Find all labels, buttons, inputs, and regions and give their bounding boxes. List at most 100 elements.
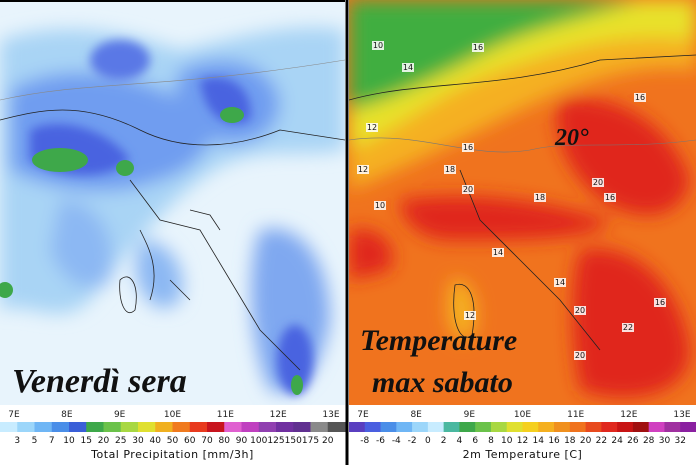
map-label: 16 [605,193,615,202]
scale-label: 80 [219,436,231,446]
label-box [554,278,566,287]
color-swatch [172,422,191,432]
longitude-label: 10E [514,410,531,420]
color-swatch [680,422,696,432]
scale-label: 3 [14,436,20,446]
scale-label: 15 [81,436,92,446]
longitude-strip [349,405,696,421]
color-swatch [138,422,156,432]
color-swatch [349,422,366,432]
scale-label: 20 [98,436,110,446]
color-swatch [17,422,35,432]
color-swatch [601,422,618,432]
label-box [492,248,504,257]
map-label: 14 [403,63,413,72]
map-label: 10 [375,201,385,210]
scale-label: 125 [267,436,284,446]
scale-label: -6 [376,436,385,446]
longitude-label: 9E [114,410,126,420]
scale-label: 2 [441,436,447,446]
longitude-label: 12E [270,410,287,420]
scale-label: -8 [360,436,369,446]
scale-label: 150 [285,436,302,446]
map-label: 18 [445,165,455,174]
color-swatch [189,422,208,432]
map-label: 14 [555,278,565,287]
color-swatch [490,422,508,432]
color-swatch [427,422,445,432]
scale-label: 60 [184,436,196,446]
label-box [462,143,474,152]
color-swatch [258,422,277,432]
color-swatch [380,422,397,432]
longitude-label: 10E [164,410,181,420]
label-box [374,201,386,210]
color-swatch [475,422,492,432]
longitude-label: 13E [673,410,690,420]
color-swatch [364,422,382,432]
color-swatch [34,422,53,432]
longitude-label: 7E [357,410,369,420]
label-box [372,41,384,50]
scale-label: 25 [115,436,126,446]
label-box [634,93,646,102]
label-box [444,165,456,174]
scale-label: 90 [236,436,248,446]
scale-label: 20 [580,436,592,446]
scale-label: 30 [659,436,671,446]
color-swatch [412,422,429,432]
scale-label: 5 [32,436,38,446]
longitude-label: 8E [61,410,73,420]
color-swatch [522,422,539,432]
color-swatch [120,422,139,432]
scale-label: 4 [457,436,463,446]
highlight-temperature: 20° [554,125,589,151]
color-swatch [293,422,311,432]
map-label: 12 [358,165,368,174]
scale-label: 28 [643,436,655,446]
label-box [472,43,484,52]
label-box [604,193,616,202]
color-swatch [69,422,87,432]
scale-label: -4 [392,436,401,446]
scale-label: 50 [167,436,179,446]
color-swatch [617,422,634,432]
color-swatch [224,422,242,432]
label-box [654,298,666,307]
label-box [592,178,604,187]
map-label: 16 [655,298,665,307]
color-swatch [396,422,413,432]
map-label: 20 [593,178,603,187]
map-label: 12 [367,123,377,132]
longitude-label: 13E [322,410,339,420]
label-box [534,193,546,202]
legend-title: 2m Temperature [C] [463,448,583,461]
scale-label: 8 [488,436,494,446]
caption: Venerdì sera [12,363,187,400]
legend-title: Total Precipitation [mm/3h] [90,448,254,461]
scale-label: 70 [201,436,213,446]
scale-label: 175 [302,436,319,446]
scale-label: 12 [517,436,528,446]
label-box [402,63,414,72]
scale-label: 30 [132,436,144,446]
map-label: 20 [575,351,585,360]
map-label: 16 [635,93,645,102]
color-swatch [207,422,225,432]
longitude-label: 7E [8,410,20,420]
color-swatch [276,422,294,432]
longitude-label: 12E [620,410,637,420]
scale-label: -2 [408,436,417,446]
color-swatch [327,422,346,432]
color-swatch [86,422,104,432]
color-swatch [585,422,602,432]
longitude-strip [0,405,345,421]
scale-label: 24 [611,436,623,446]
color-swatch [569,422,587,432]
longitude-label: 11E [567,410,584,420]
scale-label: 26 [627,436,639,446]
color-swatch [648,422,665,432]
scale-label: 10 [63,436,75,446]
